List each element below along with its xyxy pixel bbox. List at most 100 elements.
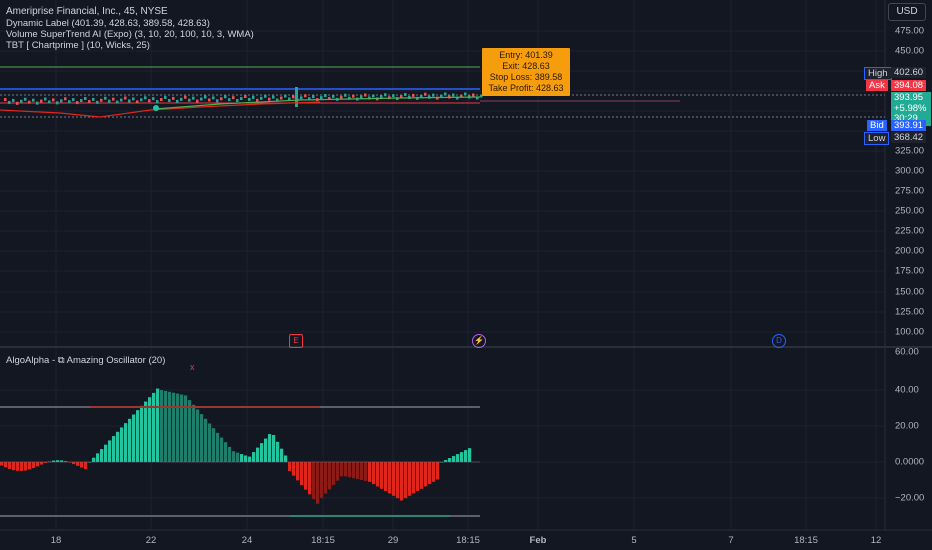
candle (56, 101, 59, 105)
candle (72, 98, 75, 102)
candle (368, 96, 371, 100)
candle (180, 97, 183, 101)
candle (184, 95, 187, 99)
osc-bar (176, 393, 180, 462)
osc-bar (108, 440, 112, 462)
candle (16, 101, 19, 105)
price-pane[interactable] (0, 66, 885, 118)
candle (152, 97, 155, 101)
osc-bar (372, 462, 376, 485)
candle (300, 96, 303, 100)
candle (344, 93, 347, 97)
osc-bar (188, 400, 192, 462)
candle (264, 94, 267, 98)
osc-bar (352, 462, 356, 479)
osc-bar (316, 462, 320, 504)
osc-bar (336, 462, 340, 481)
time-tick: 5 (631, 535, 637, 546)
candle (380, 95, 383, 99)
osc-bar (220, 437, 224, 462)
candle (464, 92, 467, 96)
osc-bar (328, 462, 332, 490)
candle (456, 96, 459, 100)
candle (156, 100, 159, 104)
indicator-tbt[interactable]: TBT [ Chartprime ] (10, Wicks, 25) (6, 40, 150, 51)
osc-bar (260, 443, 264, 462)
osc-bar (344, 462, 348, 477)
osc-bar (196, 409, 200, 462)
price-change: +5.98% (894, 102, 927, 114)
osc-bar (228, 446, 232, 462)
trade-label-box: Entry: 401.39 Exit: 428.63 Stop Loss: 38… (482, 48, 570, 96)
osc-tick: −20.00 (895, 492, 925, 504)
osc-tick: 0.0000 (895, 456, 925, 468)
candle (288, 97, 291, 101)
entry-text: Entry: 401.39 (499, 50, 553, 60)
osc-bar (296, 462, 300, 481)
osc-bar (104, 444, 108, 462)
oscillator-title[interactable]: AlgoAlpha - ⧉ Amazing Oscillator (20) (6, 355, 166, 366)
candle (192, 96, 195, 100)
osc-bar (28, 462, 32, 470)
osc-bar (24, 462, 28, 471)
low-value: 368.42 (891, 132, 927, 143)
candle (452, 93, 455, 97)
osc-bar (304, 462, 308, 490)
osc-bar (364, 462, 368, 481)
osc-bar (404, 462, 408, 499)
candle (8, 100, 11, 104)
time-tick: Feb (529, 535, 547, 546)
candle (256, 98, 259, 102)
time-tick: 22 (145, 535, 157, 546)
earnings-icon[interactable]: E (289, 334, 303, 348)
candle (424, 92, 427, 96)
indicator-dynamic-label[interactable]: Dynamic Label (401.39, 428.63, 389.58, 4… (6, 18, 210, 29)
osc-bar (92, 457, 96, 462)
split-icon[interactable]: ⚡ (472, 334, 486, 348)
osc-bar (40, 462, 44, 465)
candle (100, 98, 103, 102)
candle (120, 98, 123, 102)
osc-bar (12, 462, 16, 471)
indicator-supertrend[interactable]: Volume SuperTrend AI (Expo) (3, 10, 20, … (6, 29, 254, 40)
osc-bar (56, 460, 60, 462)
osc-bar (380, 462, 384, 489)
oscillator-pane[interactable] (0, 388, 480, 517)
osc-bar (144, 401, 148, 462)
osc-bar (376, 462, 380, 487)
symbol-title[interactable]: Ameriprise Financial, Inc., 45, NYSE (6, 6, 168, 17)
candle (36, 101, 39, 105)
dividend-icon[interactable]: D (772, 334, 786, 348)
time-tick: 18:15 (456, 535, 480, 546)
candle (136, 100, 139, 104)
candle (44, 97, 47, 101)
candle (372, 94, 375, 98)
time-tick: 29 (387, 535, 399, 546)
supertrend-signal-dot (153, 105, 159, 111)
candle (220, 97, 223, 101)
candle (412, 93, 415, 97)
candle (420, 94, 423, 98)
candle (200, 97, 203, 101)
candle (204, 95, 207, 99)
candle (20, 99, 23, 103)
candle (268, 97, 271, 101)
osc-bar (468, 448, 472, 462)
price-tick: 250.00 (895, 205, 925, 217)
candle (348, 96, 351, 100)
osc-bar (340, 462, 344, 477)
candle (108, 99, 111, 103)
candle (212, 96, 215, 100)
osc-bar (36, 462, 40, 467)
currency-button[interactable]: USD (888, 3, 926, 21)
candle (168, 98, 171, 102)
candle (24, 97, 27, 101)
candle (240, 97, 243, 101)
candle (80, 99, 83, 103)
osc-bar (268, 434, 272, 462)
osc-bar (456, 454, 460, 462)
candle (328, 96, 331, 100)
candle (460, 94, 463, 98)
candle (60, 99, 63, 103)
